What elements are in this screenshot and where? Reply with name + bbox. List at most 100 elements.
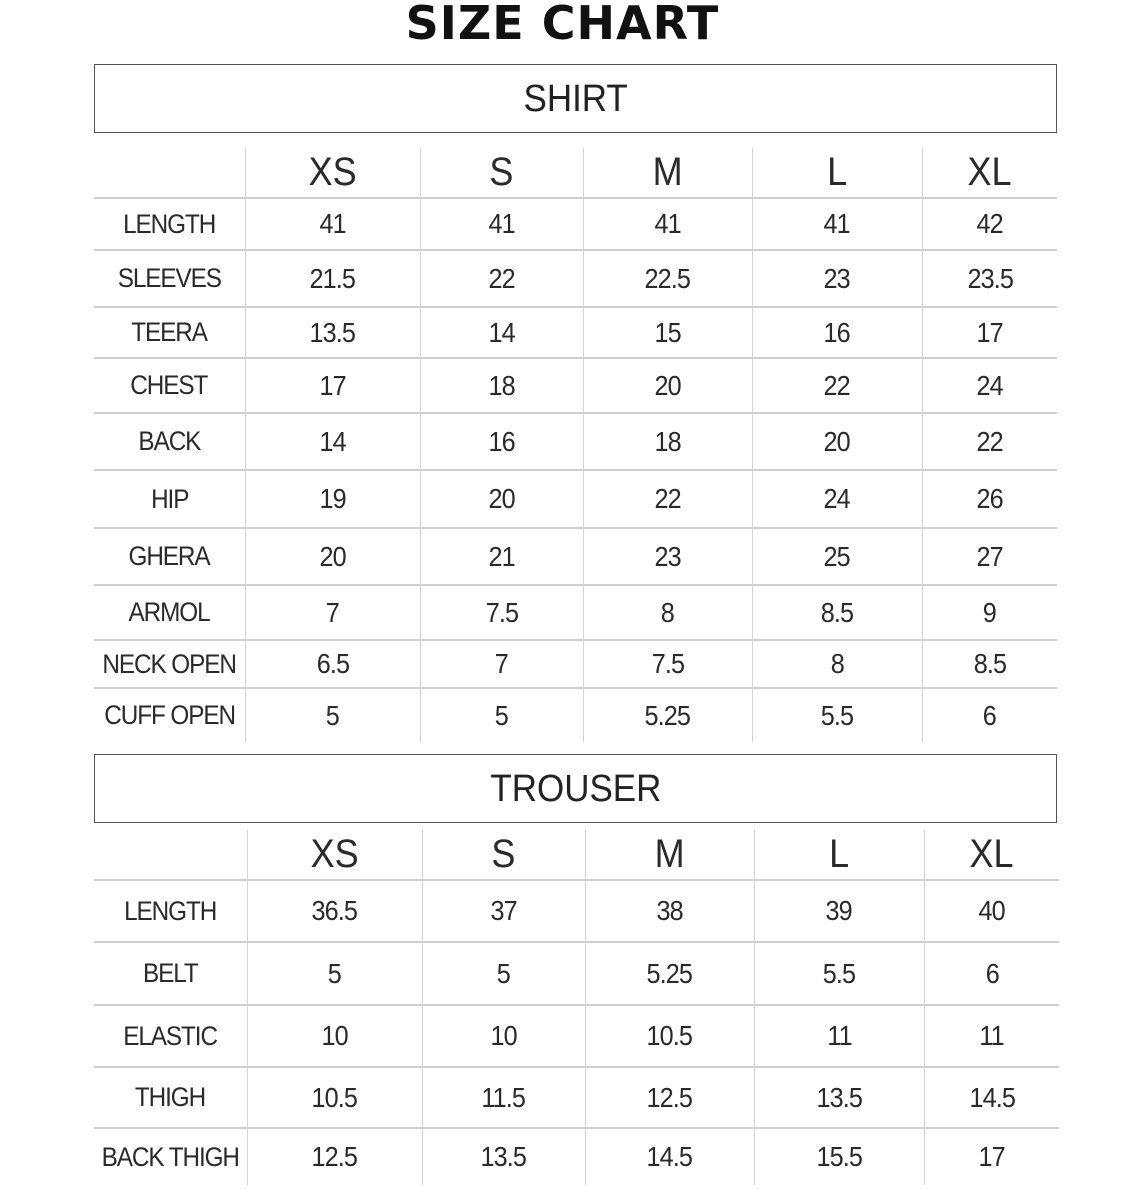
empty-corner-cell bbox=[94, 830, 247, 880]
measurement-cell: 20 bbox=[582, 357, 752, 413]
measurement-cell: 6 bbox=[921, 687, 1057, 742]
measurement-value: 37 bbox=[490, 895, 517, 926]
row-label: NECK OPEN bbox=[94, 639, 245, 688]
measurement-cell: 10 bbox=[421, 1004, 586, 1067]
measurement-value: 7.5 bbox=[485, 596, 518, 628]
measurement-value: 10 bbox=[490, 1020, 517, 1051]
measurement-cell: 7.5 bbox=[582, 639, 752, 688]
table-row: LENGTH 41 41 41 41 42 bbox=[94, 197, 1057, 250]
measurement-value: 8 bbox=[830, 648, 844, 679]
measurement-value: 10 bbox=[321, 1020, 348, 1051]
measurement-value: 25 bbox=[823, 540, 851, 572]
measurement-cell: 13.5 bbox=[244, 306, 420, 358]
measurement-value: 13.5 bbox=[480, 1141, 527, 1172]
row-label-text: ARMOL bbox=[128, 597, 211, 627]
measurement-cell: 13.5 bbox=[421, 1127, 586, 1185]
measurement-value: 16 bbox=[823, 316, 851, 348]
table-row: GHERA 20 21 23 25 27 bbox=[94, 527, 1057, 585]
size-header-xs: XS bbox=[246, 830, 423, 880]
measurement-cell: 14.5 bbox=[923, 1066, 1060, 1128]
row-label-text: LENGTH bbox=[123, 208, 216, 239]
measurement-cell: 7 bbox=[419, 639, 583, 688]
measurement-cell: 27 bbox=[921, 527, 1057, 585]
measurement-value: 22 bbox=[976, 425, 1004, 457]
measurement-cell: 20 bbox=[751, 412, 922, 470]
measurement-cell: 5.5 bbox=[753, 941, 925, 1005]
measurement-value: 8.5 bbox=[820, 596, 854, 628]
measurement-value: 21 bbox=[488, 540, 515, 572]
measurement-cell: 22 bbox=[419, 249, 583, 307]
measurement-value: 20 bbox=[488, 483, 515, 514]
row-label: ELASTIC bbox=[94, 1004, 248, 1067]
measurement-value: 22 bbox=[823, 369, 851, 401]
measurement-cell: 11.5 bbox=[421, 1066, 586, 1128]
measurement-value: 12.5 bbox=[311, 1141, 358, 1172]
measurement-cell: 14.5 bbox=[584, 1127, 755, 1185]
measurement-value: 5.25 bbox=[644, 699, 691, 731]
table-row: BELT 5 5 5.25 5.5 6 bbox=[94, 941, 1060, 1005]
measurement-cell: 21 bbox=[419, 527, 583, 585]
measurement-value: 11 bbox=[826, 1020, 852, 1051]
row-label: BACK bbox=[94, 412, 245, 470]
measurement-value: 5 bbox=[494, 699, 509, 731]
row-label: LENGTH bbox=[94, 197, 245, 250]
measurement-value: 22 bbox=[488, 262, 515, 294]
measurement-value: 5 bbox=[496, 957, 511, 989]
row-label-text: CUFF OPEN bbox=[103, 700, 236, 730]
measurement-cell: 19 bbox=[244, 469, 420, 528]
table-row: LENGTH 36.5 37 38 39 40 bbox=[94, 879, 1060, 942]
measurement-cell: 15.5 bbox=[753, 1127, 925, 1185]
size-header-s: S bbox=[421, 830, 586, 880]
table-row: TEERA 13.5 14 15 16 17 bbox=[94, 306, 1057, 358]
measurement-cell: 13.5 bbox=[753, 1066, 925, 1128]
size-header-text: L bbox=[826, 150, 848, 194]
measurement-cell: 40 bbox=[923, 879, 1060, 942]
measurement-cell: 10.5 bbox=[246, 1066, 423, 1128]
measurement-value: 41 bbox=[823, 208, 851, 239]
row-label-text: HIP bbox=[150, 483, 189, 514]
measurement-cell: 38 bbox=[584, 879, 755, 942]
measurement-cell: 8 bbox=[751, 639, 922, 688]
measurement-cell: 15 bbox=[582, 306, 752, 358]
measurement-cell: 10 bbox=[246, 1004, 423, 1067]
measurement-cell: 26 bbox=[921, 469, 1057, 528]
measurement-value: 24 bbox=[976, 369, 1004, 401]
row-label-text: BACK THIGH bbox=[101, 1141, 240, 1172]
measurement-cell: 5.25 bbox=[582, 687, 752, 742]
measurement-value: 21.5 bbox=[309, 262, 356, 294]
page-title: SIZE CHART bbox=[405, 0, 720, 50]
measurement-cell: 23 bbox=[582, 527, 752, 585]
measurement-cell: 23.5 bbox=[921, 249, 1057, 307]
measurement-cell: 22 bbox=[582, 469, 752, 528]
measurement-value: 5.5 bbox=[822, 957, 856, 989]
measurement-value: 23 bbox=[823, 262, 851, 294]
measurement-cell: 5.5 bbox=[751, 687, 922, 742]
size-header-text: S bbox=[489, 150, 514, 194]
table-row: HIP 19 20 22 24 26 bbox=[94, 469, 1057, 528]
measurement-cell: 8.5 bbox=[751, 584, 922, 640]
measurement-value: 41 bbox=[488, 208, 515, 239]
measurement-cell: 5 bbox=[419, 687, 583, 742]
row-label: CUFF OPEN bbox=[94, 687, 245, 742]
shirt-size-table: XS S M L XL LENGTH 41 41 41 41 42 SLEEVES 21.5 22 22.5… bbox=[94, 148, 1057, 742]
measurement-value: 17 bbox=[978, 1141, 1006, 1172]
measurement-value: 6 bbox=[983, 699, 997, 731]
measurement-value: 24 bbox=[823, 483, 851, 514]
size-header-l: L bbox=[751, 148, 922, 198]
row-label-text: ELASTIC bbox=[123, 1020, 218, 1051]
measurement-cell: 17 bbox=[923, 1127, 1060, 1185]
measurement-value: 7 bbox=[325, 596, 340, 628]
measurement-cell: 14 bbox=[244, 412, 420, 470]
measurement-cell: 23 bbox=[751, 249, 922, 307]
measurement-value: 26 bbox=[976, 483, 1004, 514]
table-row: THIGH 10.5 11.5 12.5 13.5 14.5 bbox=[94, 1066, 1060, 1128]
measurement-cell: 9 bbox=[921, 584, 1057, 640]
measurement-value: 17 bbox=[976, 316, 1004, 348]
measurement-value: 13.5 bbox=[816, 1081, 862, 1113]
row-label-text: BELT bbox=[142, 958, 199, 988]
measurement-value: 42 bbox=[976, 208, 1004, 239]
measurement-value: 15 bbox=[654, 316, 681, 348]
header-row: XS S M L XL bbox=[94, 148, 1057, 198]
measurement-value: 10.5 bbox=[311, 1081, 358, 1113]
measurement-value: 40 bbox=[978, 895, 1006, 926]
